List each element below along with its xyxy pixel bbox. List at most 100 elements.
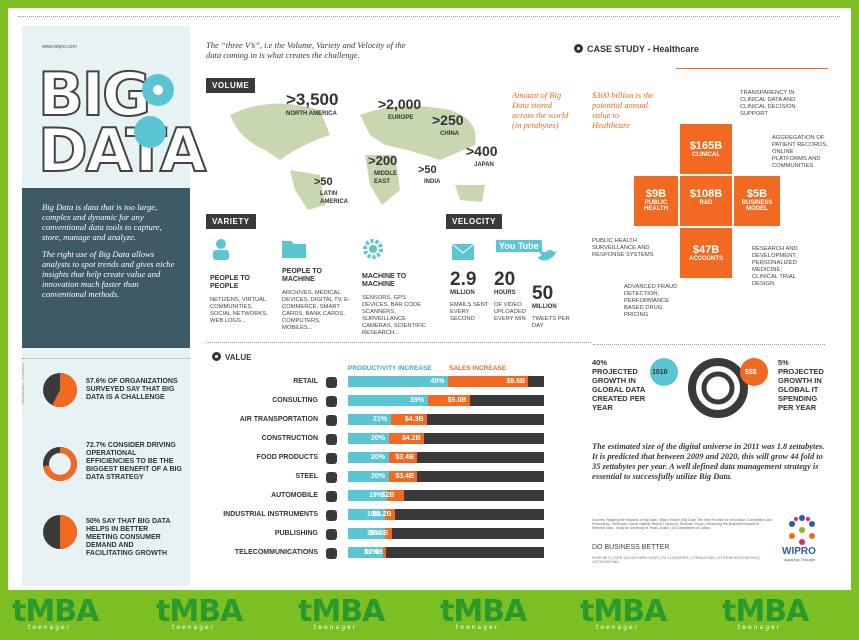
label-productivity: 20%: [371, 435, 386, 442]
case-heading: CASE STUDY - Healthcare: [574, 44, 699, 54]
steel-icon: [326, 472, 337, 483]
bar-productivity: [348, 433, 389, 444]
case-note-5: ADVANCED FRAUD DETECTION; PERFORMANCE BA…: [624, 284, 678, 318]
sources: Sources: Reaping the Rewards of Big Data…: [592, 518, 772, 531]
tmba-logo: tMBA teenager: [156, 594, 243, 631]
growth-right: 5% PROJECTED GROWTH IN GLOBAL IT SPENDIN…: [778, 358, 824, 412]
plane-icon: [326, 415, 337, 426]
bar-background: [348, 433, 544, 444]
divider: [22, 358, 190, 359]
bar-sales: [382, 547, 387, 558]
bubble-1010: 1010: [652, 369, 668, 376]
variety-item-1: PEOPLE TO PEOPLE NETIZENS, VIRTUAL COMMU…: [210, 238, 270, 325]
region-china: >250 CHINA: [432, 112, 464, 137]
label-sales: $9.6B: [506, 378, 526, 385]
bar-background: [348, 471, 544, 482]
category-label: CONSULTING: [272, 397, 318, 404]
car-icon: [326, 491, 337, 502]
label-productivity: 20%: [371, 454, 386, 461]
world-map: [230, 103, 485, 210]
label-sales: $4.2B: [402, 435, 421, 442]
variety-heading: VARIETY: [206, 214, 256, 229]
bar-background: [348, 490, 544, 501]
footer-cta: DO BUSINESS BETTER: [592, 544, 670, 551]
wipro-tagline: Applying Thought: [784, 557, 816, 562]
bar-productivity: [348, 452, 389, 463]
case-note-1: TRANSPARENCY IN CLINICAL DATA AND CLINIC…: [740, 90, 796, 117]
variety-item-3: MACHINE TO MACHINE SENSORS, GPS DEVICES,…: [362, 238, 434, 337]
tmba-logo: tMBA teenager: [440, 594, 527, 631]
legend-productivity: PRODUCTIVITY INCREASE: [348, 365, 432, 372]
gear-icon: [326, 510, 337, 521]
folder-icon: [282, 241, 306, 258]
three-vs-text: The “three V’s”, i.e the Volume, Variety…: [206, 40, 406, 60]
divider: [593, 344, 825, 345]
category-label: INDUSTRIAL INSTRUMENTS: [223, 511, 318, 518]
label-sales: $1.2B: [372, 511, 392, 518]
food-icon: [326, 453, 337, 464]
book-icon: [326, 529, 337, 540]
divider: [18, 16, 840, 17]
legend-sales: SALES INCREASE: [449, 365, 507, 372]
label-sales: $0.8B: [369, 530, 389, 537]
category-label: CONSTRUCTION: [261, 435, 318, 442]
growth-left: 40% PROJECTED GROWTH IN GLOBAL DATA CREA…: [592, 358, 646, 412]
bar-productivity: [348, 395, 428, 406]
volume-heading: VOLUME: [206, 78, 256, 93]
tmba-logo: tMBA teenager: [580, 594, 667, 631]
label-sales: $5.0B: [447, 397, 467, 404]
block-rnd: $108B R&D: [680, 176, 732, 226]
bar-sales: [386, 490, 404, 501]
category-label: TELECOMMUNICATIONS: [234, 549, 318, 556]
label-productivity: 19%: [368, 492, 383, 499]
email-icon: [452, 244, 474, 260]
bar-sales: [389, 433, 424, 444]
label-productivity: 18%: [366, 530, 381, 537]
bubble-dollars: $$$: [745, 369, 757, 376]
bar-sales: [427, 395, 470, 406]
label-sales: $2B: [381, 492, 395, 499]
bar-sales: [448, 376, 529, 387]
bar-background: [348, 528, 544, 539]
label-sales: $3.4B: [395, 454, 415, 461]
label-sales: $0.4B: [364, 549, 383, 556]
block-accounts: $47B ACCOUNTS: [680, 228, 732, 278]
case-note-3: PUBLIC HEALTH SURVEILLANCE AND RESPONSE …: [592, 238, 654, 258]
bar-productivity: [348, 528, 385, 539]
phone-icon: [326, 548, 337, 559]
gear-icon: [363, 239, 383, 259]
label-productivity: 39%: [409, 397, 424, 404]
label-productivity: 49%: [430, 378, 445, 385]
category-label: STEEL: [295, 473, 318, 480]
block-business-model: $5B BUSINESS MODEL: [734, 176, 780, 226]
volume-note: Amount of Big Data stored across the wor…: [512, 90, 569, 130]
bar-sales: [391, 414, 427, 425]
case-note-4: RESEARCH AND DEVELOPMENT; PERSONALIZED M…: [752, 246, 798, 287]
region-japan: >400 JAPAN: [466, 143, 498, 168]
bar-productivity: [348, 490, 387, 501]
title-big: BIG: [37, 60, 152, 130]
velocity-heading: VELOCITY: [446, 214, 503, 229]
bar-productivity: [348, 471, 389, 482]
building-icon: [326, 434, 337, 445]
stat-2: [42, 446, 78, 487]
title-data: DATA: [37, 116, 207, 186]
stat-3: [42, 514, 78, 555]
category-label: FOOD PRODUCTS: [256, 454, 318, 461]
label-sales: $3.4B: [395, 473, 415, 480]
bar-background: [348, 414, 544, 425]
person-icon: [213, 239, 229, 260]
wipro-logo-icon: [789, 515, 815, 545]
category-label: RETAIL: [293, 378, 318, 385]
region-latin-america: >50 LATIN AMERICA: [314, 176, 348, 205]
block-public-health: $9B PUBLIC HEALTH: [634, 176, 678, 226]
bar-background: [348, 452, 544, 463]
bar-productivity: [348, 509, 385, 520]
footer-tag: NYSE:WIT | OVER 130,000 EMPLOYEES | 54 C…: [592, 556, 760, 564]
case-note-2: AGGREGATION OF PATIENT RECORDS, ONLINE P…: [772, 135, 828, 169]
bar-background: [348, 547, 544, 558]
site-url: www.wipro.com: [42, 44, 77, 50]
label-sales: $4.3B: [404, 416, 424, 423]
category-label: AUTOMOBILE: [271, 492, 318, 499]
intro-box: [22, 188, 190, 348]
